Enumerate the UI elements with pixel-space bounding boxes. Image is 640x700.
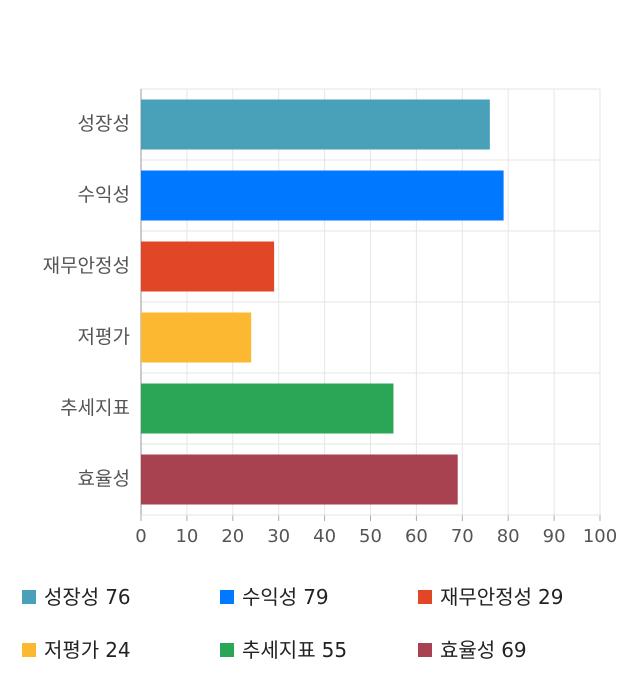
legend-label: 저평가 24 [44,638,131,662]
legend-label: 성장성 76 [44,585,131,609]
y-tick-label: 추세지표 [60,397,130,419]
legend-swatch [22,590,36,604]
y-tick-label: 효율성 [78,468,130,490]
x-tick-label: 0 [135,526,146,547]
x-tick-label: 60 [405,526,428,547]
legend-name: 효율성 [440,638,495,662]
y-tick-label: 저평가 [78,326,130,348]
x-tick-label: 80 [497,526,520,547]
x-tick-label: 90 [543,526,566,547]
legend-value: 55 [322,638,347,662]
legend-label: 재무안정성 29 [440,585,563,609]
legend-name: 저평가 [44,638,99,662]
x-tick-label: 50 [359,526,382,547]
bar [141,170,504,221]
y-tick-label: 재무안정성 [43,255,130,277]
legend-name: 추세지표 [242,638,316,662]
legend-swatch [220,590,234,604]
x-tick-label: 70 [451,526,474,547]
x-tick-label: 40 [313,526,336,547]
legend-swatch [22,643,36,657]
legend-swatch [418,590,432,604]
bar [141,99,490,150]
bar [141,383,394,434]
y-tick-label: 성장성 [78,113,130,135]
legend-value: 24 [105,638,130,662]
legend-swatch [418,643,432,657]
legend-swatch [220,643,234,657]
legend-name: 성장성 [44,585,99,609]
legend-name: 수익성 [242,585,297,609]
legend-value: 79 [303,585,328,609]
legend-label: 추세지표 55 [242,638,347,662]
legend-name: 재무안정성 [440,585,532,609]
x-tick-label: 20 [221,526,244,547]
x-tick-label: 30 [267,526,290,547]
legend-value: 76 [105,585,130,609]
x-tick-label: 10 [175,526,198,547]
y-tick-label: 수익성 [78,184,130,206]
legend-value: 29 [538,585,563,609]
legend-label: 수익성 79 [242,585,329,609]
bar [141,312,252,363]
legend-label: 효율성 69 [440,638,527,662]
bar [141,241,275,292]
legend-value: 69 [501,638,526,662]
bar [141,454,458,505]
x-tick-label: 100 [583,526,617,547]
